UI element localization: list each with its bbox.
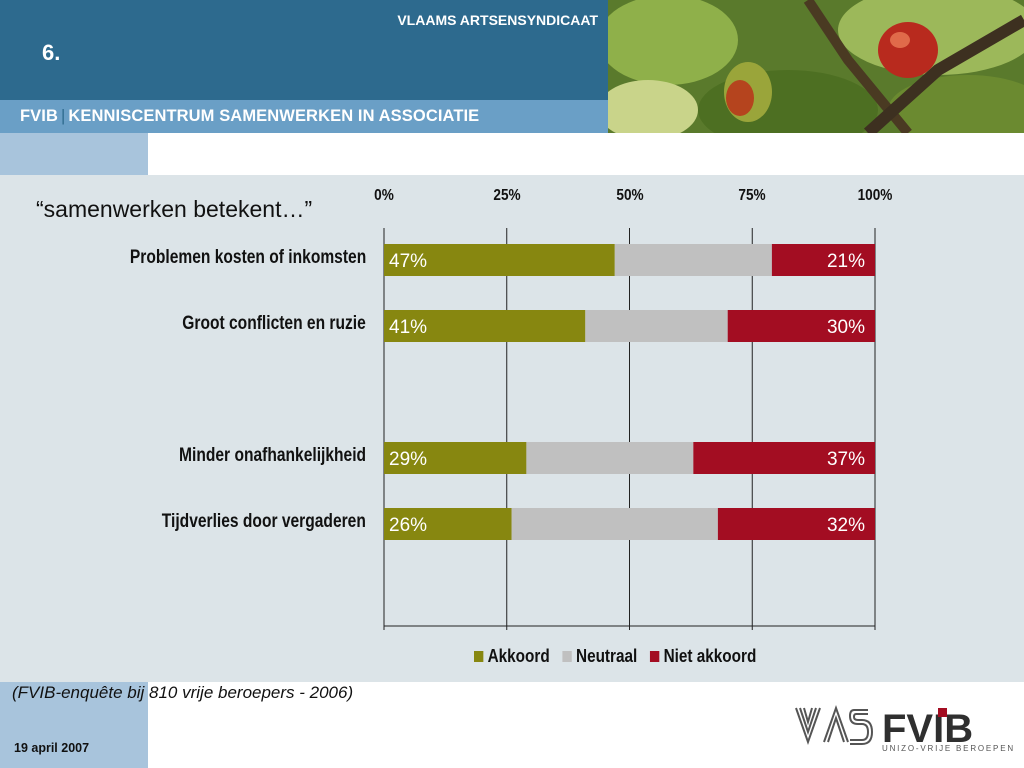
footer-accent-block [0,682,148,768]
stacked-bar-chart: 47% 21% 41% 30% 29% 37% 26% 32% [383,228,876,630]
bar-segment-akkoord [384,310,586,342]
bar-segment-neutraal [614,244,772,276]
logo-red-accent [938,708,947,717]
bar-data-label: 29% [389,449,427,470]
bar-data-label: 37% [827,449,865,470]
bar-segment-akkoord [384,244,615,276]
date-label: 19 april 2007 [14,741,90,755]
vas-fvib-logo: FVIB [794,702,1008,758]
legend-item-akkoord: Akkoord [474,646,550,667]
fvib-label: FVIB [20,107,58,125]
slide-subtitle: “samenwerken betekent…” [36,196,313,222]
center-title-text: KENNISCENTRUM SAMENWERKEN IN ASSOCIATIE [68,107,480,125]
category-label: Groot conflicten en ruzie [182,313,366,334]
bar-data-label: 21% [827,251,865,272]
bar-segment-akkoord [384,508,512,540]
bar-data-label: 30% [827,317,865,338]
bar-segment-neutraal [585,310,728,342]
bar-data-label: 41% [389,317,427,338]
x-tick-label: 50% [615,187,644,204]
x-tick-label: 75% [738,187,766,204]
bar-segment-neutraal [526,442,694,474]
legend-swatch-niet-akkoord [650,650,660,662]
header-bar [0,0,608,100]
legend-item-neutraal: Neutraal [562,646,637,667]
org-title: VLAAMS ARTSENSYNDICAAT [397,12,598,28]
legend-item-niet-akkoord: Niet akkoord [650,646,756,667]
category-label: Minder onafhankelijkheid [179,445,366,466]
bar-segment-niet-akkoord [771,244,875,276]
header-photo-fruit-tree [608,0,1024,133]
category-label: Tijdverlies door vergaderen [161,511,366,532]
bar-data-label: 47% [389,251,427,272]
title-band [0,100,608,133]
bar-segment-niet-akkoord [717,508,875,540]
slide-number: 6. [42,40,61,65]
chart-legend: Akkoord Neutraal Niet akkoord [474,646,765,667]
bar-segment-niet-akkoord [727,310,875,342]
bar-segment-neutraal [511,508,718,540]
x-tick-label: 100% [857,187,893,204]
bar-data-label: 26% [389,515,427,536]
source-note: (FVIB-enquête bij 810 vrije beroepers - … [12,683,354,702]
legend-swatch-neutraal [562,650,572,662]
bar-segment-niet-akkoord [693,442,875,474]
bar-segment-akkoord [384,442,527,474]
logo-tagline: UNIZO-VRIJE BEROEPEN [882,744,1015,753]
center-title: FVIB | KENNISCENTRUM SAMENWERKEN IN ASSOCI… [20,107,479,126]
title-separator: | [60,107,66,125]
left-accent-block [0,133,148,175]
x-tick-label: 25% [493,187,521,204]
bar-data-label: 32% [827,515,865,536]
legend-swatch-akkoord [474,650,484,662]
category-label: Problemen kosten of inkomsten [129,247,366,268]
x-tick-label: 0% [374,187,394,204]
fvib-logo-text: FVIB [882,707,973,751]
